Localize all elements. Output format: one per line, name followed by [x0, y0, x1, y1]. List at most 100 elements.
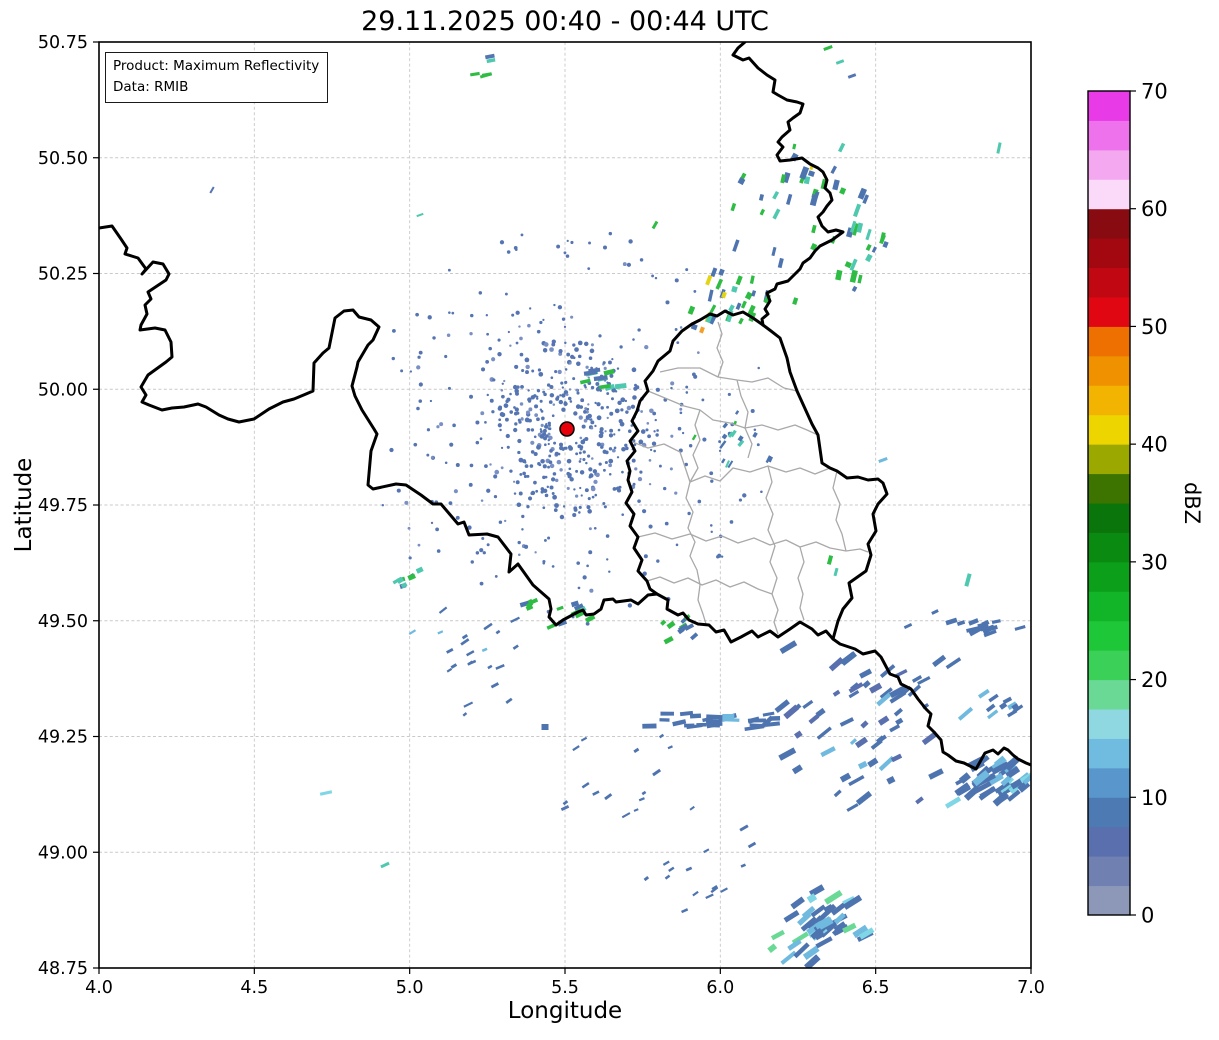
- clutter-dot: [621, 470, 624, 474]
- clutter-dot: [525, 370, 529, 375]
- radar-echo: [707, 289, 714, 302]
- colorbar-tick-label: 70: [1141, 80, 1168, 104]
- radar-echo: [672, 719, 687, 727]
- radar-echo: [828, 656, 845, 672]
- colorbar-step: [1088, 149, 1130, 180]
- colorbar-tick-label: 0: [1141, 904, 1154, 928]
- clutter-dot: [658, 464, 662, 468]
- clutter-dot: [586, 505, 591, 510]
- clutter-dot: [497, 352, 502, 357]
- clutter-dot: [540, 490, 544, 494]
- clutter-dot: [409, 370, 413, 373]
- clutter-dot: [547, 465, 550, 469]
- clutter-dot: [486, 393, 489, 397]
- radar-echo: [780, 950, 797, 965]
- clutter-dot: [469, 394, 474, 399]
- clutter-dot: [753, 428, 757, 432]
- clutter-dot: [637, 328, 641, 332]
- clutter-dot: [614, 408, 620, 414]
- radar-echo: [490, 682, 500, 689]
- clutter-dot: [551, 414, 555, 418]
- clutter-dot: [499, 428, 502, 432]
- radar-echo: [993, 755, 1007, 768]
- radar-echo: [772, 208, 781, 220]
- clutter-dot: [486, 543, 490, 547]
- clutter-dot: [431, 455, 434, 459]
- radar-echo: [463, 701, 474, 708]
- clutter-dot: [521, 514, 525, 519]
- clutter-dot: [549, 463, 555, 469]
- radar-echo: [851, 285, 858, 292]
- clutter-dot: [568, 467, 572, 471]
- clutter-dot: [621, 513, 625, 517]
- clutter-dot: [573, 506, 578, 511]
- echo-cluster-east-row: [945, 617, 1026, 638]
- clutter-dot: [653, 449, 656, 453]
- district-border: [646, 576, 773, 595]
- clutter-dot: [642, 571, 647, 576]
- clutter-dot: [519, 336, 523, 341]
- radar-echo: [735, 275, 743, 286]
- clutter-dot: [485, 360, 490, 364]
- radar-echo: [878, 755, 895, 772]
- radar-echo: [689, 713, 702, 719]
- clutter-dot: [530, 450, 535, 454]
- clutter-dot: [533, 480, 537, 485]
- radar-echo: [807, 170, 815, 177]
- clutter-dot: [588, 467, 593, 472]
- clutter-dot: [630, 424, 634, 427]
- clutter-dot: [679, 326, 683, 329]
- clutter-dot: [506, 397, 511, 402]
- clutter-dot: [521, 368, 525, 373]
- clutter-dot: [479, 581, 484, 586]
- clutter-dot: [528, 418, 532, 423]
- radar-echo: [722, 422, 729, 429]
- clutter-dot: [479, 437, 483, 441]
- clutter-dot: [602, 468, 606, 472]
- radar-echo: [737, 439, 745, 447]
- clutter-dot: [591, 457, 594, 460]
- clutter-dot: [664, 521, 669, 526]
- colorbar-step: [1088, 444, 1130, 475]
- country-border: [731, 42, 845, 327]
- clutter-dot: [592, 469, 598, 474]
- radar-echo: [817, 917, 834, 930]
- clutter-dot: [718, 440, 722, 443]
- clutter-dot: [518, 325, 521, 328]
- radar-echo: [767, 943, 778, 953]
- clutter-dot: [729, 520, 734, 524]
- radar-echo: [964, 573, 972, 587]
- colorbar-step: [1088, 591, 1130, 622]
- clutter-dot: [544, 435, 548, 439]
- clutter-dot: [596, 442, 601, 447]
- y-tick-label: 49.50: [38, 612, 88, 632]
- radar-echo: [446, 647, 454, 654]
- clutter-dot: [559, 445, 564, 451]
- radar-echo: [1000, 775, 1012, 787]
- clutter-dot: [642, 509, 647, 514]
- colorbar-step: [1088, 414, 1130, 445]
- colorbar-step: [1088, 385, 1130, 416]
- clutter-dot: [599, 389, 603, 392]
- echo-cluster-southeast-corner-dense: [944, 755, 1031, 809]
- radar-echo: [484, 53, 495, 60]
- radar-echo: [846, 803, 859, 812]
- y-tick-label: 50.75: [38, 33, 88, 53]
- clutter-dot: [426, 428, 431, 432]
- clutter-dot: [669, 467, 673, 471]
- clutter-dot: [524, 357, 530, 363]
- radar-echo: [854, 736, 869, 749]
- clutter-dot: [579, 470, 585, 475]
- clutter-dot: [614, 390, 618, 393]
- clutter-dot: [608, 360, 612, 365]
- colorbar-step: [1088, 297, 1130, 327]
- clutter-dot: [628, 429, 632, 433]
- clutter-dot: [570, 315, 574, 319]
- colorbar-step: [1088, 650, 1130, 681]
- clutter-dot: [498, 520, 503, 524]
- clutter-dot: [418, 382, 423, 387]
- clutter-dot: [557, 305, 563, 310]
- clutter-dot: [453, 489, 458, 494]
- radar-echo: [966, 626, 979, 633]
- clutter-dot: [580, 439, 586, 445]
